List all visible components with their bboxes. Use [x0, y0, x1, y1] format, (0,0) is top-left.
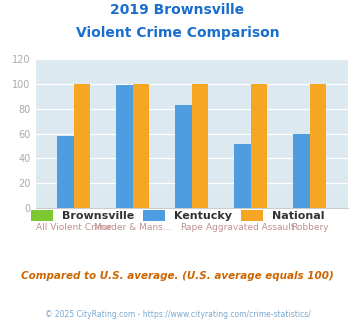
Text: © 2025 CityRating.com - https://www.cityrating.com/crime-statistics/: © 2025 CityRating.com - https://www.city… — [45, 310, 310, 319]
Text: Aggravated Assault: Aggravated Assault — [206, 223, 295, 232]
Bar — [293, 134, 310, 208]
Bar — [116, 85, 133, 208]
Bar — [57, 136, 74, 208]
Bar — [133, 84, 149, 208]
Bar — [192, 84, 208, 208]
Text: All Violent Crime: All Violent Crime — [36, 223, 112, 232]
Text: Violent Crime Comparison: Violent Crime Comparison — [76, 26, 279, 40]
Bar — [251, 84, 267, 208]
Bar — [175, 105, 192, 208]
Legend: Brownsville, Kentucky, National: Brownsville, Kentucky, National — [26, 206, 329, 225]
Bar — [234, 144, 251, 208]
Text: Rape: Rape — [180, 223, 203, 232]
Bar — [310, 84, 326, 208]
Text: Robbery: Robbery — [291, 223, 328, 232]
Text: 2019 Brownsville: 2019 Brownsville — [110, 3, 245, 17]
Text: Murder & Mans...: Murder & Mans... — [94, 223, 171, 232]
Text: Compared to U.S. average. (U.S. average equals 100): Compared to U.S. average. (U.S. average … — [21, 271, 334, 280]
Bar — [74, 84, 90, 208]
